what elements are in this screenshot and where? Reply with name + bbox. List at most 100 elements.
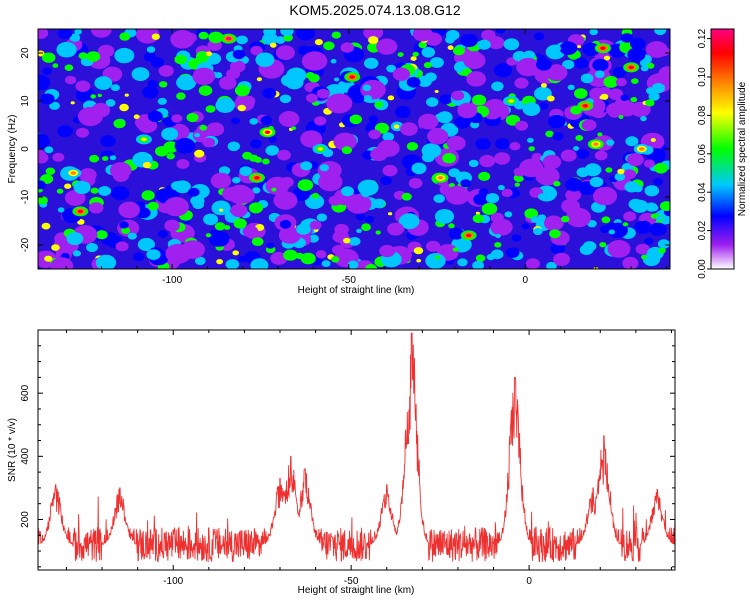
heatmap-cell — [546, 261, 557, 269]
heatmap-cell — [268, 136, 277, 143]
heatmap-cell — [533, 227, 543, 236]
heatmap-cell — [495, 233, 501, 239]
heatmap-hotspot — [349, 75, 356, 79]
heatmap-cell — [650, 138, 656, 142]
heatmap-cell — [607, 240, 631, 258]
heatmap-cell — [479, 154, 496, 168]
heatmap-cell — [447, 45, 454, 50]
heatmap-cell — [38, 74, 51, 91]
line-frame — [37, 329, 676, 571]
colorbar-axis: 0.00 0.02 0.04 0.06 0.08 0.10 0.12 — [697, 28, 711, 279]
heatmap-cell — [341, 146, 352, 155]
heatmap-cell — [98, 186, 112, 196]
heatmap-cell — [622, 256, 639, 269]
line-ylabel: SNR (10 * v/v) — [7, 418, 18, 482]
heatmap-cell — [433, 194, 445, 204]
heatmap-cell — [232, 177, 241, 184]
heatmap-hotspot — [437, 176, 444, 180]
heatmap-cell — [51, 244, 60, 251]
heatmap-cell — [387, 95, 395, 101]
heatmap-cell — [206, 122, 225, 137]
heatmap-cell — [535, 166, 560, 186]
heatmap-cell — [94, 76, 113, 90]
heatmap-cell — [321, 260, 331, 267]
heatmap-cell — [38, 133, 50, 149]
heatmap-ylabel: Frequency (Hz) — [7, 115, 18, 184]
heatmap-cell — [219, 208, 224, 212]
heatmap-cell — [266, 242, 275, 249]
colorbar-tick-label: 0.04 — [697, 182, 708, 202]
heatmap-cell — [446, 135, 466, 151]
heatmap-cell — [265, 145, 280, 156]
heatmap-cell — [457, 258, 468, 267]
heatmap-cell — [542, 154, 562, 170]
heatmap-ytick-label: -20 — [20, 237, 31, 252]
heatmap-cell — [536, 58, 552, 71]
heatmap-cell — [176, 159, 190, 169]
heatmap-cell — [631, 199, 649, 213]
heatmap-cell — [211, 200, 231, 216]
heatmap-cell — [233, 187, 255, 204]
heatmap-cell — [614, 172, 626, 181]
heatmap-cell — [612, 66, 627, 78]
heatmap-cell — [530, 216, 540, 223]
heatmap-cell — [543, 215, 564, 231]
heatmap-cell — [552, 131, 564, 141]
heatmap-cell — [309, 220, 322, 230]
heatmap-cell — [114, 47, 135, 64]
heatmap-cell — [603, 76, 619, 88]
heatmap-cell — [333, 77, 340, 82]
heatmap-cell — [649, 222, 667, 236]
heatmap-cell — [56, 188, 64, 194]
heatmap-cell — [630, 97, 638, 103]
heatmap-cell — [326, 93, 353, 114]
heatmap-cell — [166, 153, 175, 160]
line-xtick-label: -100 — [163, 576, 183, 587]
heatmap-cell — [89, 154, 100, 163]
heatmap-cell — [452, 46, 465, 56]
heatmap-cell — [382, 132, 395, 142]
heatmap-cell — [119, 32, 131, 41]
heatmap-cell — [238, 256, 247, 263]
heatmap-cell — [75, 80, 91, 92]
heatmap-cell — [208, 31, 224, 44]
heatmap-cell — [633, 184, 643, 193]
heatmap-cell — [345, 194, 372, 214]
heatmap-cell — [315, 250, 327, 259]
heatmap-cell — [601, 216, 611, 224]
heatmap-cell — [352, 93, 365, 104]
heatmap-cell — [525, 258, 540, 269]
heatmap-cell — [164, 219, 180, 232]
heatmap-cell — [627, 47, 646, 62]
heatmap-cell — [490, 249, 504, 260]
heatmap-cell — [176, 92, 186, 100]
heatmap-cell — [580, 73, 594, 84]
heatmap-cell — [627, 153, 644, 167]
heatmap-hotspot — [465, 233, 472, 238]
heatmap-cell — [620, 33, 634, 43]
heatmap-cell — [640, 65, 649, 72]
heatmap-cell — [646, 62, 655, 69]
heatmap-cell — [249, 118, 258, 125]
heatmap-cell — [95, 230, 108, 240]
heatmap-cell — [416, 258, 422, 263]
heatmap-cell — [534, 86, 552, 101]
heatmap-cell — [44, 255, 53, 262]
heatmap-cell — [260, 115, 273, 125]
heatmap-cell — [341, 186, 354, 197]
heatmap-cell — [629, 37, 646, 50]
snr-series-line — [38, 332, 675, 563]
heatmap-cell — [280, 29, 294, 37]
heatmap-xlabel: Height of straight line (km) — [298, 285, 415, 296]
heatmap-cell — [174, 137, 196, 154]
heatmap-cell — [382, 164, 398, 177]
heatmap-cell — [158, 65, 174, 77]
colorbar-label: Normalized spectral amplitude — [737, 81, 748, 216]
heatmap-cell — [262, 32, 278, 45]
heatmap-cell — [316, 88, 330, 99]
heatmap-cell — [555, 46, 562, 51]
heatmap-cell — [472, 94, 487, 106]
heatmap-cell — [421, 143, 442, 159]
colorbar-tick-label: 0.12 — [697, 28, 708, 48]
heatmap-cell — [248, 202, 264, 214]
